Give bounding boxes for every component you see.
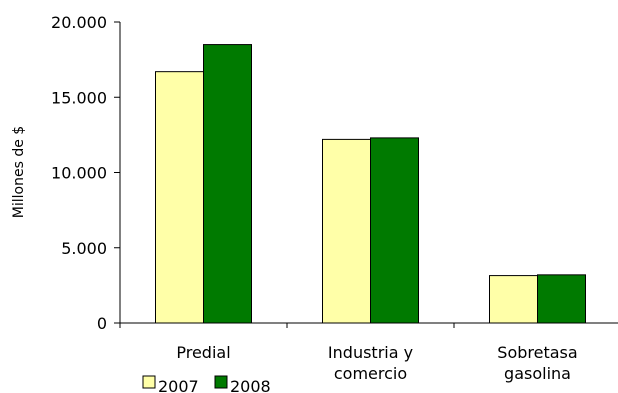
x-tick-label: Sobretasa gasolina [497, 343, 577, 383]
bar-2007-2 [489, 275, 538, 324]
y-tick-label: 15.000 [51, 88, 107, 107]
bar-2008-0 [203, 44, 252, 324]
legend-label-2007: 2007 [158, 377, 199, 393]
y-tick-label: 20.000 [51, 13, 107, 32]
bar-2007-1 [322, 138, 371, 324]
x-tick-label: Industria y comercio [328, 343, 413, 383]
legend: 2007 2008 [142, 375, 271, 393]
y-tick-label: 10.000 [51, 164, 107, 183]
y-tick-label: 5.000 [61, 239, 107, 258]
bar-2008-2 [537, 274, 586, 324]
legend-label-2008: 2008 [230, 377, 271, 393]
legend-swatch-2007 [142, 375, 156, 389]
y-axis-ticks: 0 5.000 10.000 15.000 20.000 [51, 13, 121, 333]
bars [155, 44, 586, 324]
y-axis-label: Millones de $ [11, 126, 27, 218]
x-axis: Predial Industria y comercio Sobretasa gasol… [119, 322, 618, 383]
x-tick-label: Predial [176, 343, 230, 362]
y-tick-label: 0 [97, 314, 107, 333]
legend-swatch-2008 [214, 375, 228, 389]
bar-2007-0 [155, 71, 204, 324]
bar-2008-1 [370, 137, 419, 324]
